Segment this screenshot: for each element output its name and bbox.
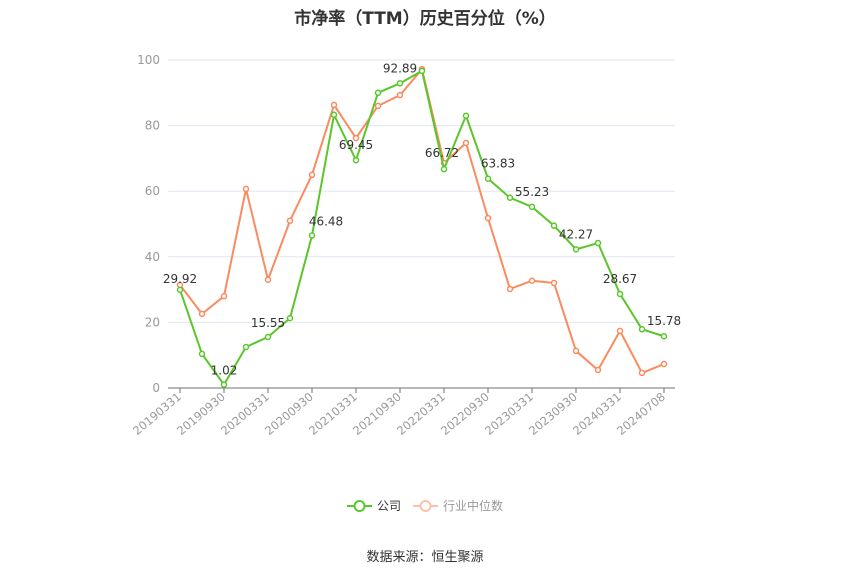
data-point[interactable] [220, 381, 228, 388]
data-point[interactable] [462, 139, 470, 147]
data-label: 92.89 [383, 61, 417, 75]
data-point[interactable] [572, 246, 580, 253]
data-point[interactable] [374, 102, 382, 110]
data-point[interactable] [198, 350, 206, 358]
data-label: 15.55 [251, 316, 285, 330]
data-point[interactable] [308, 171, 316, 179]
data-point[interactable] [242, 185, 250, 193]
data-point[interactable] [352, 134, 360, 142]
legend-item-industry[interactable]: 行业中位数 [413, 497, 503, 514]
data-point[interactable] [616, 290, 624, 298]
data-labels: 29.92 1.02 15.55 46.48 69.45 92.89 66.72 63.835… [163, 61, 681, 377]
y-gridlines [168, 59, 675, 323]
data-label: 69.45 [339, 138, 373, 152]
legend-industry-line-icon [413, 499, 438, 512]
data-point[interactable] [264, 333, 272, 341]
data-point[interactable] [528, 203, 536, 211]
x-tick-label: 20240708 [614, 390, 668, 438]
data-point[interactable] [396, 91, 404, 99]
data-point[interactable] [550, 222, 558, 229]
y-tick-label: 100 [137, 53, 160, 67]
data-point[interactable] [198, 310, 206, 318]
data-label: 1.02 [211, 364, 238, 378]
data-point[interactable] [616, 327, 624, 335]
data-label: 46.48 [309, 215, 343, 229]
chart-title: 市净率（TTM）历史百分位（%） [294, 9, 556, 29]
data-label: 63.83 [481, 157, 515, 171]
legend-item-company[interactable]: 公司 [346, 497, 401, 514]
y-tick-label: 60 [145, 184, 160, 198]
data-point[interactable] [418, 67, 426, 75]
y-tick-label: 0 [152, 381, 160, 395]
series-company-line [176, 67, 668, 388]
data-point[interactable] [462, 112, 470, 120]
legend-company-line-icon [346, 499, 372, 512]
y-axis: 0 20 40 60 80 100 [137, 53, 160, 395]
data-point[interactable] [484, 175, 492, 182]
data-label: 29.92 [163, 272, 197, 286]
data-point[interactable] [594, 366, 602, 374]
data-point[interactable] [506, 194, 514, 202]
legend-label-company: 公司 [376, 499, 401, 513]
data-point[interactable] [330, 111, 338, 119]
y-tick-label: 80 [145, 119, 160, 133]
data-label: 42.27 [559, 227, 593, 241]
data-point[interactable] [550, 279, 558, 287]
data-point[interactable] [176, 286, 184, 294]
data-point[interactable] [374, 89, 382, 97]
data-point[interactable] [506, 285, 514, 293]
legend-label-industry: 行业中位数 [443, 499, 504, 513]
data-label: 55.23 [515, 185, 549, 199]
data-point[interactable] [528, 277, 536, 284]
data-label: 28.67 [603, 272, 637, 286]
data-point[interactable] [330, 101, 338, 109]
x-axis: 2019033120190930202003312020093020210331… [130, 387, 675, 438]
data-label: 66.72 [425, 146, 459, 160]
data-point[interactable] [308, 232, 316, 239]
data-point[interactable] [660, 332, 668, 340]
y-tick-label: 40 [145, 250, 160, 264]
data-source-note: 数据来源：恒生聚源 [366, 550, 484, 565]
data-point[interactable] [220, 292, 228, 300]
y-tick-label: 20 [145, 315, 160, 329]
data-point[interactable] [396, 80, 404, 87]
data-point[interactable] [638, 326, 646, 333]
data-point[interactable] [638, 369, 646, 377]
data-point[interactable] [352, 156, 360, 164]
data-point[interactable] [572, 347, 580, 355]
data-point[interactable] [594, 239, 602, 247]
data-point[interactable] [484, 214, 492, 222]
legend: 公司 行业中位数 [0, 497, 850, 514]
data-label: 15.78 [647, 314, 681, 328]
data-point[interactable] [440, 165, 448, 173]
data-point[interactable] [242, 343, 250, 351]
data-point[interactable] [264, 276, 272, 284]
data-point[interactable] [286, 217, 294, 224]
data-point[interactable] [286, 314, 294, 322]
line-chart: 0 20 40 60 80 100 201903312019093020200331202… [130, 53, 681, 438]
data-point[interactable] [660, 360, 668, 368]
